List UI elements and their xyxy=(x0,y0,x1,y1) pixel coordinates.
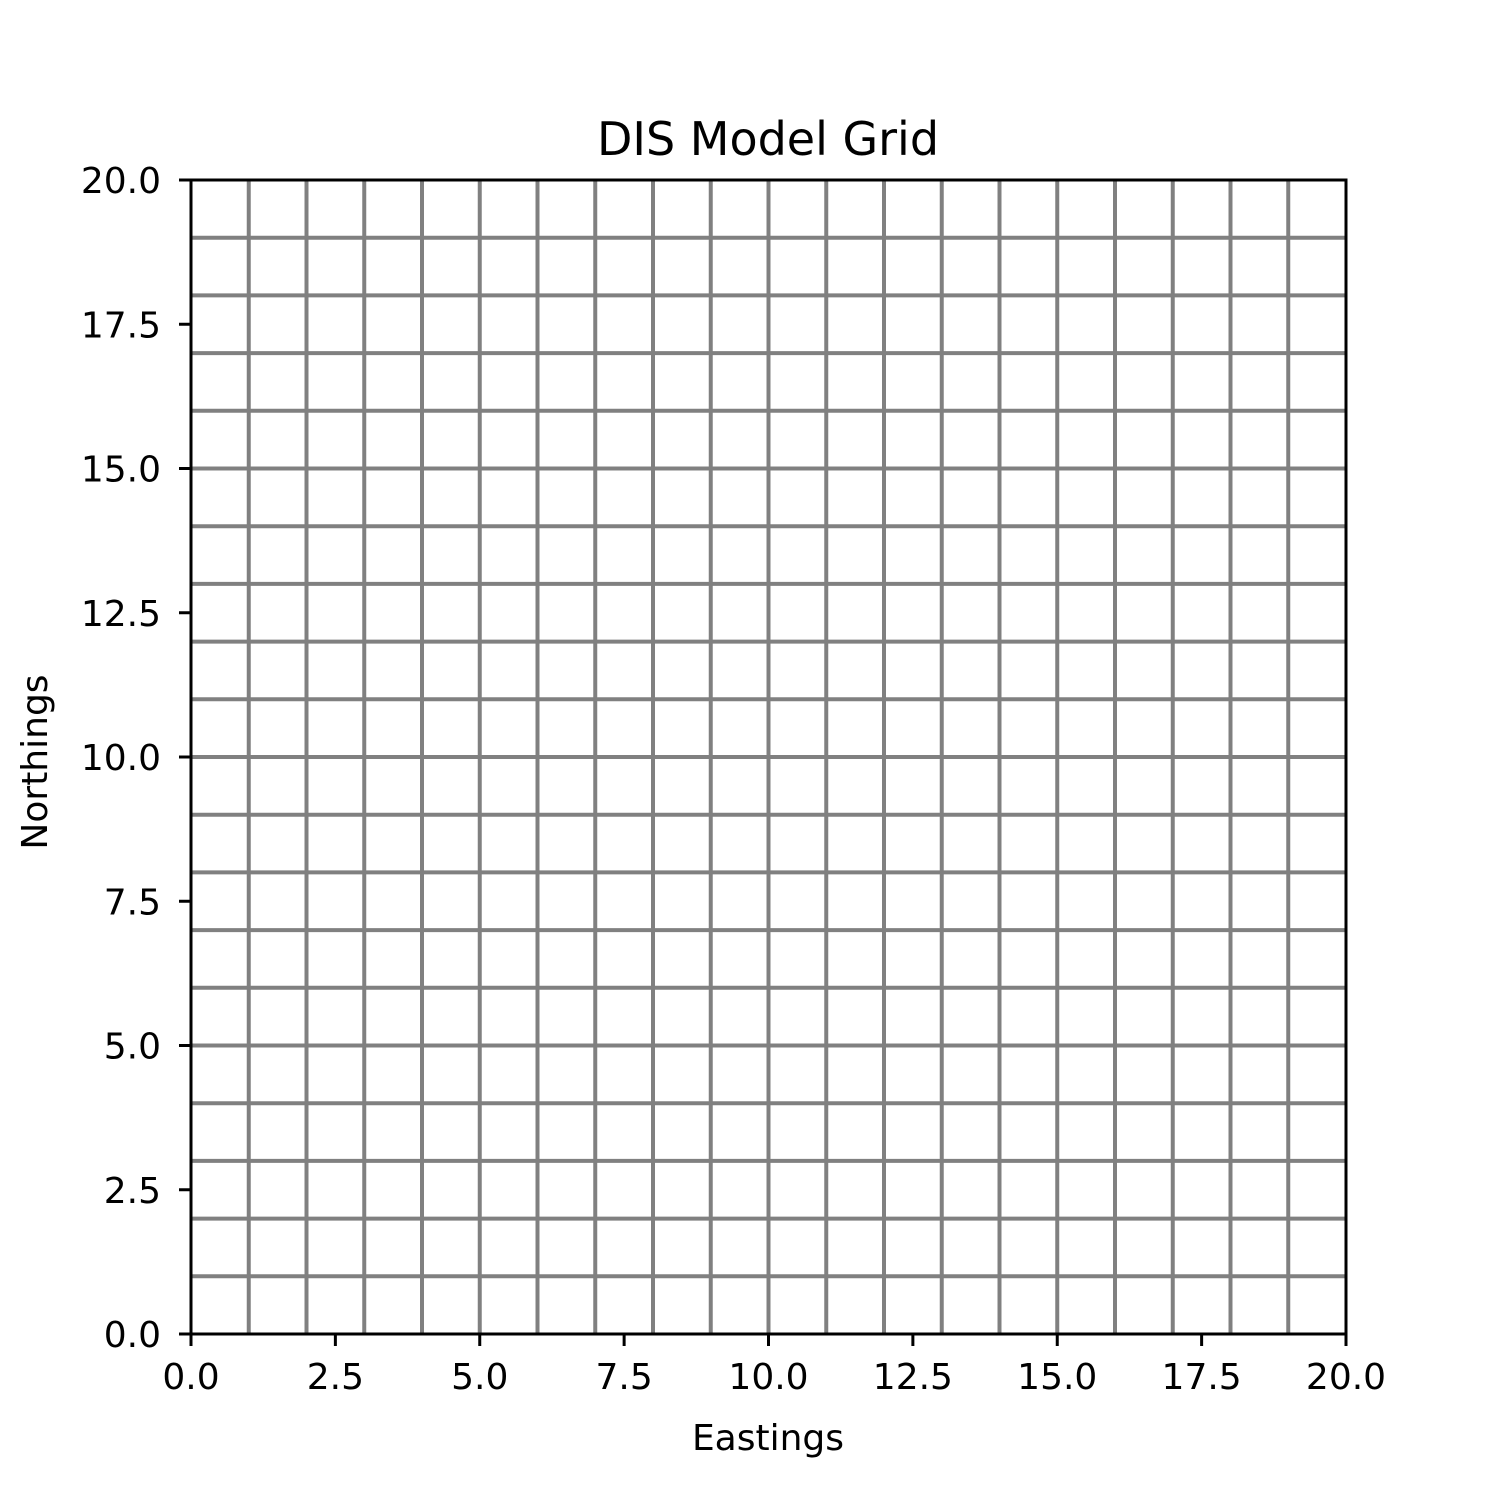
model-grid-lines xyxy=(191,180,1346,1334)
x-tick-label: 10.0 xyxy=(728,1357,808,1398)
x-tick-label: 2.5 xyxy=(307,1357,364,1398)
x-tick-label: 12.5 xyxy=(873,1357,953,1398)
x-tick-label: 17.5 xyxy=(1162,1357,1242,1398)
y-axis-ticks: 0.0 2.5 5.0 7.5 10.0 12.5 15.0 17.5 20.0 xyxy=(81,161,191,1356)
x-tick-label: 15.0 xyxy=(1017,1357,1097,1398)
x-tick-label: 0.0 xyxy=(162,1357,219,1398)
chart-title: DIS Model Grid xyxy=(597,112,939,166)
x-axis-ticks: 0.0 2.5 5.0 7.5 10.0 12.5 15.0 17.5 20.0 xyxy=(162,1334,1386,1398)
y-tick-label: 12.5 xyxy=(81,594,161,635)
x-tick-label: 7.5 xyxy=(595,1357,652,1398)
x-axis-label: Eastings xyxy=(692,1418,844,1459)
x-tick-label: 5.0 xyxy=(451,1357,508,1398)
y-tick-label: 5.0 xyxy=(104,1027,161,1068)
y-tick-label: 0.0 xyxy=(104,1315,161,1356)
y-tick-label: 20.0 xyxy=(81,161,161,202)
y-tick-label: 2.5 xyxy=(104,1171,161,1212)
y-axis-label: Northings xyxy=(15,674,56,849)
y-tick-label: 10.0 xyxy=(81,738,161,779)
y-tick-label: 15.0 xyxy=(81,450,161,491)
y-tick-label: 17.5 xyxy=(81,305,161,346)
y-tick-label: 7.5 xyxy=(104,882,161,923)
x-tick-label: 20.0 xyxy=(1306,1357,1386,1398)
